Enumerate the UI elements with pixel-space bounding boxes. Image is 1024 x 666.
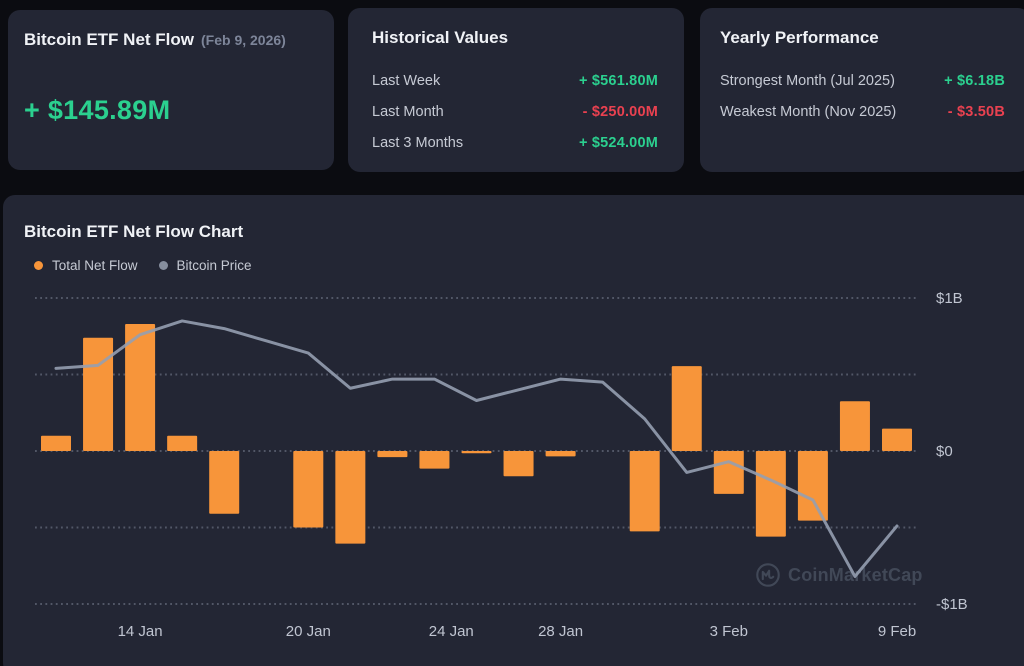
chart-legend: Total Net Flow Bitcoin Price (34, 258, 252, 273)
x-tick-label: 14 Jan (118, 623, 163, 640)
stat-row-last-3-months: Last 3 Months + $524.00M (372, 135, 658, 151)
netflow-bar-28-jan[interactable] (545, 451, 576, 457)
yearly-performance-rows: Strongest Month (Jul 2025) + $6.18B Weak… (720, 73, 1005, 120)
net-flow-legend-dot-icon (34, 261, 43, 270)
historical-values-card: Historical Values Last Week + $561.80M L… (348, 8, 684, 172)
stat-row-last-month: Last Month - $250.00M (372, 104, 658, 120)
net-flow-card: Bitcoin ETF Net Flow (Feb 9, 2026) + $145… (8, 10, 334, 170)
x-tick-label: 28 Jan (538, 623, 583, 640)
y-tick-label: $0 (936, 443, 953, 460)
netflow-bar-13-jan[interactable] (83, 337, 114, 451)
netflow-bar-15-jan[interactable] (167, 435, 198, 451)
legend-label: Total Net Flow (52, 258, 138, 273)
historical-values-rows: Last Week + $561.80M Last Month - $250.0… (372, 73, 658, 151)
yearly-performance-title: Yearly Performance (720, 28, 879, 47)
netflow-bar-23-jan[interactable] (419, 451, 450, 469)
netflow-bar-20-jan[interactable] (293, 451, 324, 528)
netflow-bar-30-jan[interactable] (629, 451, 660, 532)
x-tick-label: 24 Jan (429, 623, 474, 640)
x-tick-label: 3 Feb (710, 623, 748, 640)
netflow-bar-2-feb[interactable] (671, 366, 702, 451)
legend-item-bitcoin-price[interactable]: Bitcoin Price (158, 258, 252, 273)
stat-value: + $561.80M (579, 73, 658, 89)
netflow-bar-22-jan[interactable] (377, 451, 408, 458)
stat-label: Strongest Month (Jul 2025) (720, 73, 895, 89)
stat-value: + $524.00M (579, 135, 658, 151)
netflow-bar-5-feb[interactable] (797, 451, 828, 521)
stat-value: + $6.18B (944, 73, 1005, 89)
stat-label: Last Week (372, 73, 441, 89)
netflow-bar-27-jan[interactable] (503, 451, 534, 477)
y-tick-label: -$1B (936, 596, 968, 613)
stat-label: Weakest Month (Nov 2025) (720, 104, 897, 120)
bitcoin-price-line (54, 319, 899, 578)
bitcoin-price-legend-dot-icon (158, 261, 168, 270)
net-flow-value: + $145.89M (24, 95, 171, 125)
legend-item-total-net-flow[interactable]: Total Net Flow (34, 258, 138, 273)
stat-row-last-week: Last Week + $561.80M (372, 73, 658, 89)
netflow-bar-14-jan[interactable] (125, 324, 156, 451)
stat-value: - $250.00M (582, 104, 658, 120)
net-flow-card-date: (Feb 9, 2026) (201, 32, 286, 48)
chart-panel: Bitcoin ETF Net Flow Chart Total Net Flo… (3, 195, 1024, 666)
netflow-chart-canvas[interactable]: $1B $0 -$1B 14 Jan 20 Jan 24 Jan 28 Jan 3 Feb 9 … (3, 285, 1024, 645)
netflow-bar-6-feb[interactable] (839, 401, 870, 451)
net-flow-card-header: Bitcoin ETF Net Flow (Feb 9, 2026) (24, 30, 316, 50)
netflow-bar-9-feb[interactable] (882, 428, 912, 451)
stat-row-weakest-month: Weakest Month (Nov 2025) - $3.50B (720, 104, 1005, 120)
historical-values-title: Historical Values (372, 28, 509, 47)
x-tick-label: 9 Feb (878, 623, 916, 640)
x-tick-label: 20 Jan (286, 623, 331, 640)
netflow-bar-12-jan[interactable] (41, 435, 71, 451)
coinmarketcap-logo-icon (756, 563, 780, 587)
netflow-bar-16-jan[interactable] (209, 451, 240, 514)
stat-label: Last 3 Months (372, 135, 464, 151)
legend-label: Bitcoin Price (176, 258, 252, 273)
y-tick-label: $1B (936, 290, 963, 307)
net-flow-card-title: Bitcoin ETF Net Flow (24, 30, 194, 49)
stat-label: Last Month (372, 104, 444, 120)
netflow-bar-3-feb[interactable] (713, 451, 744, 494)
netflow-bar-4-feb[interactable] (755, 451, 786, 537)
netflow-bar-21-jan[interactable] (335, 451, 366, 544)
netflow-bar-26-jan[interactable] (461, 451, 492, 454)
stat-value: - $3.50B (947, 104, 1005, 120)
stat-row-strongest-month: Strongest Month (Jul 2025) + $6.18B (720, 73, 1005, 89)
chart-title: Bitcoin ETF Net Flow Chart (24, 222, 244, 241)
yearly-performance-card: Yearly Performance Strongest Month (Jul … (700, 8, 1024, 172)
